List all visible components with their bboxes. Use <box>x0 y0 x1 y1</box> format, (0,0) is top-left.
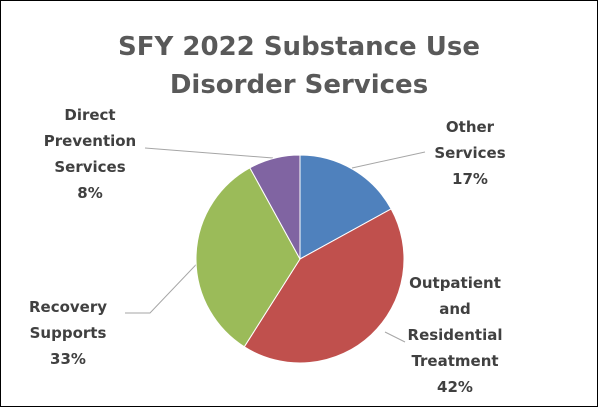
category-label: Direct Prevention Services <box>43 106 137 176</box>
leader-line <box>125 249 211 314</box>
value-label: 42% <box>437 378 473 396</box>
pie-slice <box>299 154 392 260</box>
slice-label: Recovery Supports 33% <box>18 294 118 372</box>
category-label: Other Services <box>434 118 506 162</box>
category-label: Recovery Supports <box>28 298 108 342</box>
leader-line <box>384 331 406 343</box>
category-label: Outpatient and Residential Treatment <box>407 274 503 370</box>
pie-slice <box>243 208 405 364</box>
value-label: 33% <box>50 350 86 368</box>
pie-slice <box>249 154 301 260</box>
slice-label: Outpatient and Residential Treatment 42% <box>400 270 510 400</box>
slice-label: Other Services 17% <box>420 114 520 192</box>
leader-lines <box>125 147 426 343</box>
value-label: 17% <box>452 170 488 188</box>
leader-line <box>351 151 426 169</box>
leader-line <box>144 147 274 159</box>
slice-label: Direct Prevention Services 8% <box>38 102 142 206</box>
chart-title: SFY 2022 Substance Use Disorder Services <box>118 32 480 100</box>
slices <box>195 154 405 364</box>
value-label: 8% <box>77 184 103 202</box>
